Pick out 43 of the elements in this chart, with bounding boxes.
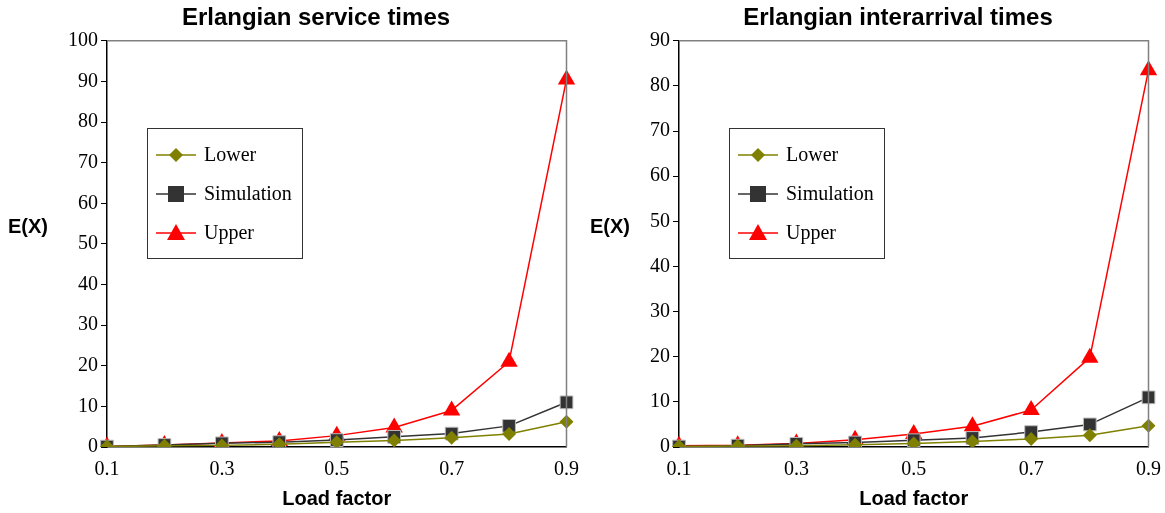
- x-tick-label: 0.5: [324, 457, 350, 480]
- x-tick-label: 0.9: [1136, 457, 1161, 480]
- y-tick-label: 30: [650, 298, 670, 321]
- x-tick-label: 0.1: [94, 457, 120, 480]
- legend-label: Lower: [786, 143, 839, 166]
- y-tick-label: 70: [78, 149, 98, 172]
- x-tick-label: 0.9: [554, 457, 579, 480]
- legend-label: Upper: [786, 221, 836, 244]
- y-tick-label: 20: [650, 343, 670, 366]
- y-tick-label: 10: [650, 389, 670, 412]
- y-axis-title: E(X): [8, 215, 48, 238]
- x-axis-title: Load factor: [859, 486, 969, 509]
- chart-title: Erlangian service times: [181, 3, 451, 31]
- y-tick-label: 60: [650, 163, 670, 186]
- x-tick-label: 0.1: [666, 457, 692, 480]
- y-axis-title: E(X): [590, 215, 630, 238]
- y-tick-label: 20: [78, 353, 98, 376]
- y-tick-label: 50: [78, 231, 98, 254]
- x-tick-label: 0.3: [783, 457, 809, 480]
- legend-label: Upper: [204, 221, 254, 244]
- y-tick-label: 70: [650, 118, 670, 141]
- x-tick-label: 0.7: [439, 457, 465, 480]
- y-tick-label: 90: [650, 28, 670, 51]
- y-tick-label: 100: [68, 28, 98, 51]
- legend-label: Lower: [204, 143, 257, 166]
- y-tick-label: 0: [660, 434, 670, 457]
- x-axis-title: Load factor: [282, 486, 392, 509]
- legend-label: Simulation: [204, 182, 292, 205]
- x-tick-label: 0.3: [209, 457, 235, 480]
- y-tick-label: 80: [78, 109, 98, 132]
- legend-label: Simulation: [786, 182, 874, 205]
- x-tick-label: 0.5: [901, 457, 927, 480]
- chart-title: Erlangian interarrival times: [743, 3, 1053, 31]
- y-tick-label: 30: [78, 312, 98, 335]
- y-tick-label: 80: [650, 73, 670, 96]
- y-tick-label: 50: [650, 208, 670, 231]
- y-tick-label: 40: [78, 271, 98, 294]
- y-tick-label: 60: [78, 190, 98, 213]
- y-tick-label: 0: [88, 434, 98, 457]
- y-tick-label: 10: [78, 393, 98, 416]
- x-tick-label: 0.7: [1018, 457, 1044, 480]
- y-tick-label: 90: [78, 68, 98, 91]
- y-tick-label: 40: [650, 253, 670, 276]
